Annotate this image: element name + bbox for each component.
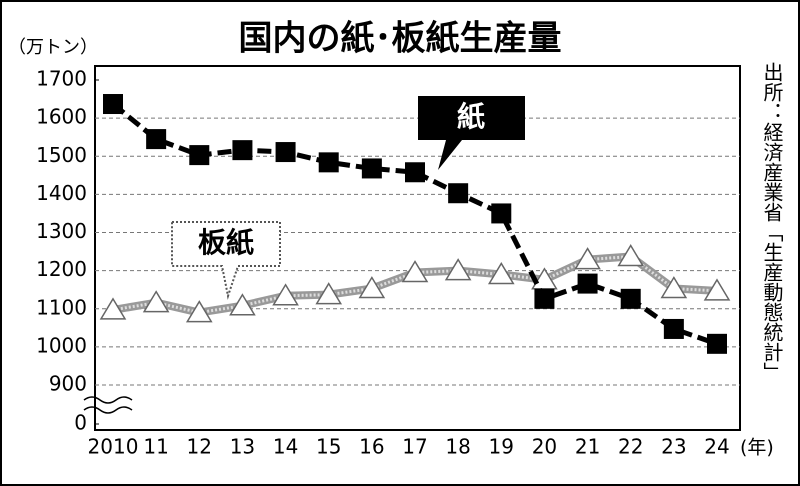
x-tick-label: 23 <box>661 435 686 459</box>
callout-box <box>171 221 281 300</box>
y-tick-label: 1300 <box>36 219 87 243</box>
axis-break <box>83 396 133 414</box>
source: 出所：経済産業省「生産動態統計」 <box>760 62 784 382</box>
marker <box>660 276 688 299</box>
marker <box>103 94 123 115</box>
marker <box>577 273 598 294</box>
series-line <box>111 102 718 347</box>
marker <box>142 290 170 313</box>
marker <box>318 152 339 173</box>
marker <box>358 276 386 299</box>
y-tick-label: 1200 <box>36 257 87 281</box>
marker <box>444 258 472 281</box>
marker <box>534 288 555 309</box>
x-tick-label: 15 <box>316 435 341 459</box>
x-tick-label: 19 <box>489 435 514 459</box>
legend-entry: 紙 <box>457 100 485 133</box>
x-tick-label: 21 <box>575 435 600 459</box>
chart-title: 国内の紙･板紙生産量 <box>239 19 562 59</box>
x-tick-label: 16 <box>359 435 384 459</box>
marker <box>617 244 645 267</box>
x-tick-label: 2010 <box>88 435 139 459</box>
y-tick-label: 1700 <box>36 67 87 91</box>
y-tick-label: 1000 <box>36 333 87 357</box>
marker <box>703 278 731 301</box>
legend-entry: 板紙 <box>198 226 254 259</box>
marker <box>491 203 512 224</box>
marker <box>620 288 641 309</box>
y-tick-label: 0 <box>74 411 87 435</box>
marker <box>99 297 127 320</box>
x-tick-label: 20 <box>532 435 557 459</box>
y-tick-label: 1500 <box>36 143 87 167</box>
y-tick-label: 900 <box>49 372 87 396</box>
marker <box>663 318 684 339</box>
marker <box>405 162 425 183</box>
callout-box <box>418 96 525 170</box>
x-tick-label: 13 <box>230 435 255 459</box>
marker <box>574 247 601 270</box>
x-tick-label: 11 <box>143 435 168 459</box>
marker <box>361 158 382 179</box>
marker <box>707 333 727 354</box>
x-tick-label: 22 <box>618 435 643 459</box>
marker <box>146 129 167 150</box>
callouts: 紙 板紙 <box>171 96 525 300</box>
marker <box>487 261 515 285</box>
x-tick-label: 12 <box>187 435 212 459</box>
x-tick-label: 14 <box>273 435 298 459</box>
marker <box>401 260 429 283</box>
x-tick-label: 17 <box>402 435 427 459</box>
x-tick-label: 18 <box>445 435 470 459</box>
x-tick-label: 24 <box>704 435 729 459</box>
y-tick-label: 1600 <box>36 105 87 129</box>
marker <box>232 140 253 161</box>
y-tick-label: 1100 <box>36 295 87 319</box>
marker <box>448 183 469 204</box>
marker <box>275 142 296 163</box>
marker <box>531 267 558 290</box>
y-axis-label: （万トン） <box>8 37 98 58</box>
x-axis-label: (年) <box>740 437 774 459</box>
marker <box>185 300 213 323</box>
marker <box>315 282 343 305</box>
marker <box>272 283 299 306</box>
marker <box>229 293 256 316</box>
plot-border <box>94 65 741 431</box>
marker <box>189 145 210 166</box>
y-tick-label: 1400 <box>36 181 87 205</box>
